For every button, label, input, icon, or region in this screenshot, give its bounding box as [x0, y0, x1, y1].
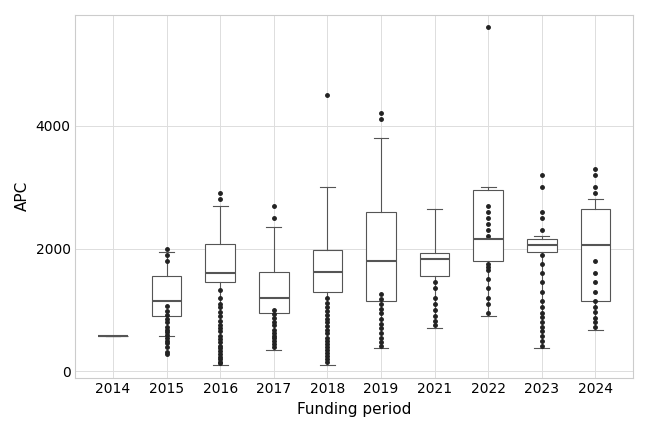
- PathPatch shape: [474, 190, 503, 261]
- PathPatch shape: [205, 244, 235, 283]
- PathPatch shape: [152, 276, 181, 316]
- PathPatch shape: [366, 212, 396, 301]
- PathPatch shape: [259, 272, 288, 313]
- PathPatch shape: [420, 253, 449, 276]
- PathPatch shape: [581, 209, 610, 301]
- PathPatch shape: [527, 239, 557, 251]
- PathPatch shape: [312, 250, 342, 292]
- Y-axis label: APC: APC: [15, 181, 30, 211]
- X-axis label: Funding period: Funding period: [297, 402, 411, 417]
